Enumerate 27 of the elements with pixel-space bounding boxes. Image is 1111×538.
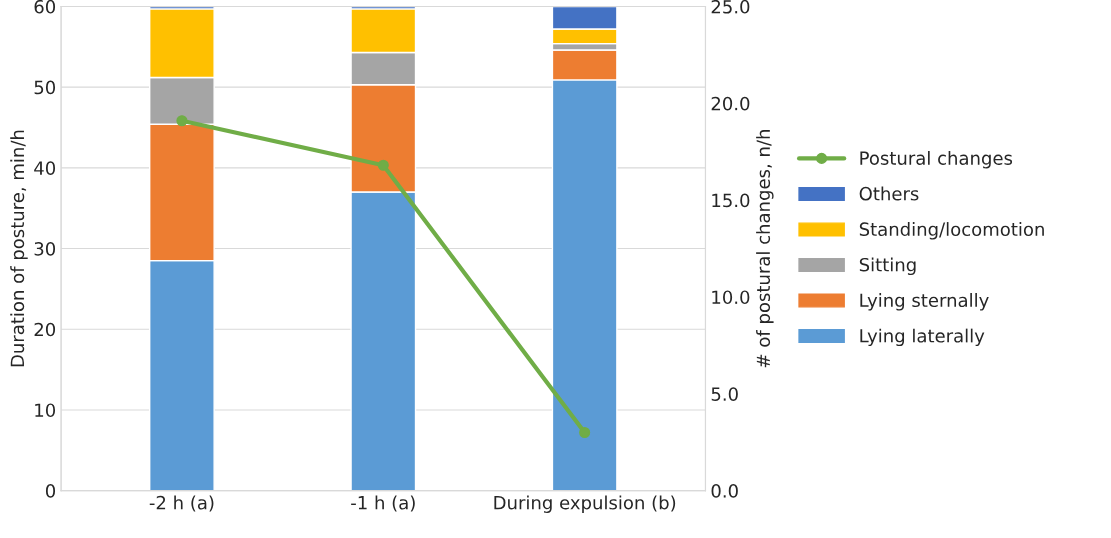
y2-tick-label: 25.0 bbox=[711, 0, 750, 14]
y-axis-title: Duration of posture, min/h bbox=[10, 130, 28, 367]
legend-label: Lying laterally bbox=[860, 328, 985, 347]
legend-label: Sitting bbox=[859, 257, 916, 276]
x-tick-label: During expulsion (b) bbox=[494, 495, 676, 513]
y-tick-label: 20 bbox=[34, 322, 56, 337]
y-tick-label: 50 bbox=[34, 80, 56, 95]
y2-tick-label: 10.0 bbox=[712, 290, 750, 305]
y-tick-label: 60 bbox=[34, 0, 56, 14]
x-tick-label: -2 h (a) bbox=[149, 495, 214, 512]
point bbox=[176, 115, 188, 127]
legend-label: Standing/locomotion bbox=[859, 222, 1044, 240]
legend-label: Others bbox=[859, 186, 919, 201]
y2-tick-label: 20.0 bbox=[711, 96, 750, 111]
y-tick-label: 10 bbox=[35, 403, 56, 418]
point bbox=[579, 426, 591, 439]
y2-tick-label: 0.0 bbox=[711, 484, 738, 498]
y2-tick-label: 5.0 bbox=[711, 387, 738, 401]
point bbox=[377, 159, 389, 171]
y-tick-label: 30 bbox=[34, 242, 56, 256]
x-tick-label: -1 h (a) bbox=[351, 495, 415, 512]
y-tick-label: 40 bbox=[34, 161, 56, 175]
legend-label: Lying sternally bbox=[860, 293, 989, 311]
y2-tick-label: 15.0 bbox=[712, 193, 750, 208]
legend-label: Postural changes bbox=[860, 150, 1013, 169]
y2-axis-title: # of postural changes, n/h bbox=[756, 130, 774, 368]
y-tick-label: 0 bbox=[45, 484, 56, 498]
